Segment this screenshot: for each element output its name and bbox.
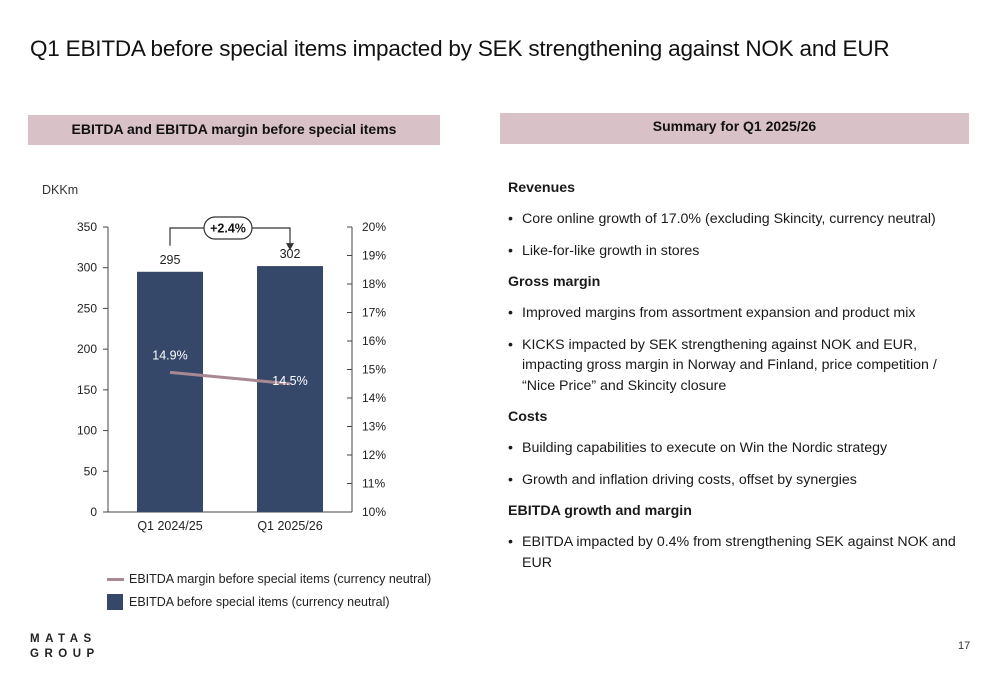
right-tick-label: 16% [362, 334, 386, 348]
left-tick-label: 250 [77, 301, 97, 315]
unit-label: DKKm [42, 183, 78, 197]
summary-bullet-list: Core online growth of 17.0% (excluding S… [508, 209, 958, 261]
left-tick-label: 350 [77, 220, 97, 234]
legend-bar-swatch [107, 594, 123, 610]
left-tick-label: 300 [77, 261, 97, 275]
left-tick-label: 50 [84, 464, 98, 478]
x-tick-label: Q1 2024/25 [137, 519, 202, 533]
summary-bullet: Improved margins from assortment expansi… [508, 303, 958, 324]
margin-value-label: 14.5% [272, 374, 307, 388]
summary-bullet-list: EBITDA impacted by 0.4% from strengtheni… [508, 532, 958, 573]
summary-heading: Costs [508, 409, 548, 425]
summary-bullet: Building capabilities to execute on Win … [508, 438, 958, 459]
summary-bullet: KICKS impacted by SEK strengthening agai… [508, 335, 958, 397]
right-tick-label: 12% [362, 448, 386, 462]
bar-ebitda [257, 266, 323, 512]
summary-bullet: Growth and inflation driving costs, offs… [508, 470, 958, 491]
right-tick-label: 20% [362, 220, 386, 234]
summary-bullet-list: Building capabilities to execute on Win … [508, 438, 958, 490]
logo-line-2: GROUP [30, 648, 100, 660]
summary-bullet: Core online growth of 17.0% (excluding S… [508, 209, 958, 230]
summary-bullet: EBITDA impacted by 0.4% from strengtheni… [508, 532, 958, 573]
summary-content: Revenues Core online growth of 17.0% (exc… [508, 178, 958, 584]
legend-label-margin: EBITDA margin before special items (curr… [129, 572, 432, 586]
right-tick-label: 10% [362, 505, 386, 519]
right-tick-label: 14% [362, 391, 386, 405]
x-tick-label: Q1 2025/26 [257, 519, 322, 533]
chart-legend: EBITDA margin before special items (curr… [107, 569, 431, 615]
summary-panel-header: Summary for Q1 2025/26 [500, 113, 969, 144]
chart-panel-header: EBITDA and EBITDA margin before special … [28, 115, 440, 145]
left-tick-label: 100 [77, 424, 97, 438]
bar-value-label: 295 [160, 253, 181, 267]
ebitda-chart: DKKm 0 50 100 150 200 250 300 350 10% 11% 12% 13% 14%… [42, 183, 386, 533]
legend-label-ebitda: EBITDA before special items (currency ne… [129, 595, 390, 609]
right-tick-label: 11% [362, 477, 385, 491]
legend-item-ebitda: EBITDA before special items (currency ne… [107, 592, 431, 612]
right-tick-label: 13% [362, 420, 386, 434]
summary-bullet-list: Improved margins from assortment expansi… [508, 303, 958, 396]
margin-value-label: 14.9% [152, 348, 187, 362]
margin-line [169, 370, 291, 386]
right-tick-label: 17% [362, 306, 386, 320]
logo-line-1: MATAS [30, 633, 97, 645]
growth-badge-label: +2.4% [210, 222, 246, 236]
summary-heading: EBITDA growth and margin [508, 503, 692, 519]
summary-bullet: Like-for-like growth in stores [508, 241, 958, 262]
bar-value-label: 302 [280, 247, 301, 261]
left-tick-label: 0 [90, 505, 97, 519]
bar-ebitda [137, 271, 203, 512]
growth-arrow-head [286, 243, 294, 251]
matas-group-logo: MATAS GROUP [30, 632, 100, 662]
legend-item-margin: EBITDA margin before special items (curr… [107, 569, 431, 589]
left-tick-label: 200 [77, 342, 97, 356]
right-tick-label: 15% [362, 363, 386, 377]
summary-heading: Gross margin [508, 274, 601, 290]
slide-title: Q1 EBITDA before special items impacted … [30, 36, 890, 61]
right-tick-label: 19% [362, 249, 386, 263]
legend-line-swatch [107, 577, 124, 581]
growth-badge [203, 216, 253, 240]
summary-heading: Revenues [508, 180, 576, 196]
page-number: 17 [958, 640, 971, 652]
left-tick-label: 150 [77, 383, 97, 397]
right-tick-label: 18% [362, 277, 386, 291]
